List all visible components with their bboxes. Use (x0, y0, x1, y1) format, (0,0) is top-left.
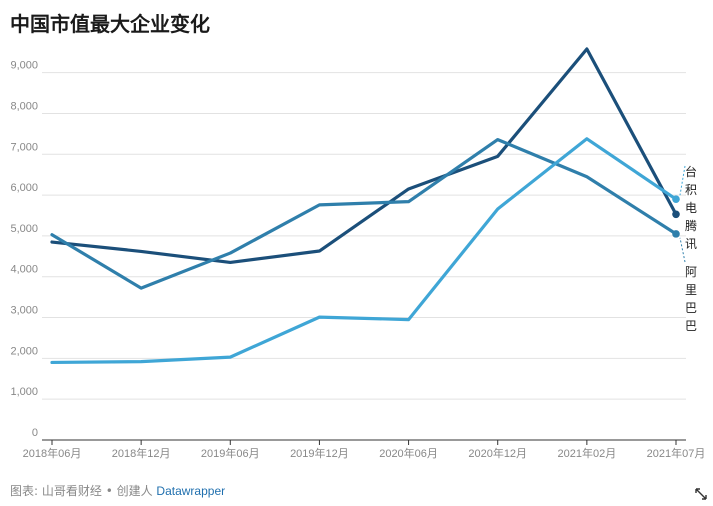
series-line-2 (50, 137, 678, 365)
expand-icon[interactable] (695, 488, 707, 500)
y-tick-label: 4,000 (10, 264, 38, 276)
annotation-char: 腾 (685, 218, 697, 233)
series-end-dot-1 (672, 230, 680, 238)
series-line-1 (50, 137, 678, 290)
annotation-char: 积 (685, 183, 697, 197)
x-tick-label: 2018年06月 (23, 446, 82, 460)
annotation-leader (679, 165, 686, 196)
series-end-dot-2 (672, 195, 680, 203)
x-tick-label: 2020年12月 (468, 446, 527, 460)
y-tick-label: 9,000 (10, 60, 38, 72)
series-lines (50, 47, 680, 365)
series-end-dot-0 (672, 210, 680, 219)
y-axis-tick-labels: 0 1,000 2,000 3,000 4,000 5,000 6,000 7,000 8,00… (10, 60, 38, 439)
y-tick-label: 5,000 (10, 223, 38, 235)
source-label: 图表: (10, 484, 39, 498)
x-tick-label: 2020年06月 (379, 446, 438, 460)
y-tick-label: 7,000 (10, 141, 38, 153)
chart-title: 中国市值最大企业变化 (10, 12, 210, 36)
x-tick-label: 2021年02月 (557, 446, 616, 460)
datawrapper-link[interactable]: Datawrapper (156, 484, 226, 498)
annotation-char: 巴 (685, 319, 697, 333)
y-tick-label: 6,000 (10, 182, 38, 194)
annotation-char: 讯 (685, 237, 697, 251)
x-tick-label: 2018年12月 (112, 446, 171, 460)
annotation-char: 里 (685, 283, 697, 297)
annotation-leader (679, 237, 686, 263)
y-tick-label: 3,000 (10, 305, 38, 317)
x-axis-tick-labels: 2018年06月 2018年12月 2019年06月 2019年12月 2020年06月… (23, 440, 706, 460)
author-credit: 山哥看财经 • 创建人 (41, 484, 153, 498)
series-line-0 (50, 47, 678, 265)
y-tick-label: 1,000 (10, 386, 38, 398)
annotation-char: 巴 (685, 301, 697, 315)
y-tick-label: 0 (32, 427, 38, 439)
y-tick-label: 2,000 (10, 345, 38, 357)
annotation-char: 阿 (685, 265, 697, 279)
grid-lines (42, 72, 686, 441)
x-tick-label: 2019年06月 (201, 446, 260, 460)
x-tick-label: 2019年12月 (290, 446, 349, 460)
annotation-char: 电 (685, 201, 697, 215)
x-tick-label: 2021年07月 (647, 446, 706, 460)
chart-footer: 图表: 山哥看财经 • 创建人 Datawrapper (10, 482, 225, 499)
annotation-char: 台 (685, 164, 697, 179)
y-tick-label: 8,000 (10, 100, 38, 112)
